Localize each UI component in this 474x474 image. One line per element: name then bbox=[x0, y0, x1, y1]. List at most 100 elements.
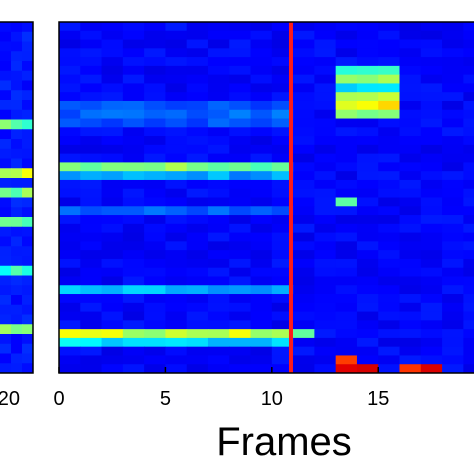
heatmap-cell bbox=[442, 48, 464, 58]
heatmap-cell bbox=[22, 324, 34, 335]
heatmap-cell bbox=[399, 39, 422, 49]
heatmap-cell bbox=[101, 171, 124, 181]
heatmap-cell bbox=[101, 162, 124, 172]
heatmap-cell bbox=[420, 30, 443, 41]
heatmap-cell bbox=[442, 364, 464, 374]
heatmap-cell bbox=[293, 267, 315, 277]
heatmap-cell bbox=[207, 92, 230, 102]
heatmap-cell bbox=[80, 39, 103, 49]
heatmap-cell bbox=[11, 324, 23, 335]
heatmap-cell bbox=[293, 302, 315, 313]
x-tick-label: 10 bbox=[261, 388, 283, 410]
heatmap-cell bbox=[101, 136, 124, 146]
heatmap-cell bbox=[101, 302, 124, 313]
heatmap-cell bbox=[229, 232, 252, 242]
heatmap-cell bbox=[271, 215, 294, 225]
heatmap-cell bbox=[11, 70, 23, 81]
heatmap-cell bbox=[80, 197, 103, 207]
heatmap-cell bbox=[463, 83, 474, 93]
heatmap-cell bbox=[250, 144, 273, 155]
heatmap-cell bbox=[250, 179, 273, 190]
heatmap-cell bbox=[442, 302, 464, 313]
heatmap-cell bbox=[463, 285, 474, 295]
heatmap-cell bbox=[22, 256, 34, 267]
heatmap-cell bbox=[207, 22, 230, 32]
heatmap-cell bbox=[442, 22, 464, 32]
heatmap-cell bbox=[22, 51, 34, 62]
heatmap-cell bbox=[59, 355, 81, 365]
heatmap-cell bbox=[186, 206, 209, 216]
heatmap-cell bbox=[271, 48, 294, 58]
heatmap-cell bbox=[463, 171, 474, 181]
heatmap-cell bbox=[314, 232, 337, 242]
heatmap-cell bbox=[314, 250, 337, 260]
heatmap-cell bbox=[59, 57, 81, 67]
heatmap-cell bbox=[80, 136, 103, 146]
heatmap-cell bbox=[80, 144, 103, 155]
heatmap-cell bbox=[335, 39, 358, 49]
heatmap-cell bbox=[314, 153, 337, 163]
heatmap-cell bbox=[80, 311, 103, 321]
heatmap-cell bbox=[144, 144, 166, 155]
heatmap-cell bbox=[229, 22, 252, 32]
heatmap-cell bbox=[59, 65, 81, 76]
heatmap-cell bbox=[356, 39, 379, 49]
heatmap-cell bbox=[101, 100, 124, 111]
heatmap-cell bbox=[0, 353, 12, 364]
heatmap-cell bbox=[80, 355, 103, 365]
heatmap-cell bbox=[293, 22, 315, 32]
heatmap-cell bbox=[144, 153, 166, 163]
heatmap-cell bbox=[229, 153, 252, 163]
heatmap-cell bbox=[59, 48, 81, 58]
heatmap-cell bbox=[207, 57, 230, 67]
heatmap-cell bbox=[420, 127, 443, 137]
heatmap-cell bbox=[165, 144, 188, 155]
heatmap-cell bbox=[186, 223, 209, 234]
heatmap-cell bbox=[378, 92, 401, 102]
heatmap-cell bbox=[101, 215, 124, 225]
heatmap-cell bbox=[378, 74, 401, 84]
heatmap-cell bbox=[80, 109, 103, 120]
heatmap-cell bbox=[314, 267, 337, 277]
heatmap-cell bbox=[399, 48, 422, 58]
heatmap-cell bbox=[293, 276, 315, 286]
heatmap-cell bbox=[271, 22, 294, 32]
heatmap-cell bbox=[335, 355, 358, 365]
heatmap-cell bbox=[165, 127, 188, 137]
heatmap-cell bbox=[271, 302, 294, 313]
heatmap-cell bbox=[399, 355, 422, 365]
heatmap-cell bbox=[229, 206, 252, 216]
heatmap-cell bbox=[122, 109, 145, 120]
heatmap-cell bbox=[207, 232, 230, 242]
heatmap-cell bbox=[122, 144, 145, 155]
heatmap-cell bbox=[122, 329, 145, 339]
heatmap-cell bbox=[442, 241, 464, 251]
heatmap-cell bbox=[293, 285, 315, 295]
heatmap-cell bbox=[11, 109, 23, 120]
heatmap-cell bbox=[122, 22, 145, 32]
heatmap-cell bbox=[122, 83, 145, 93]
heatmap-cell bbox=[165, 118, 188, 128]
heatmap-cell bbox=[271, 39, 294, 49]
heatmap-cell bbox=[356, 109, 379, 120]
heatmap-cell bbox=[186, 144, 209, 155]
heatmap-cell bbox=[399, 153, 422, 163]
heatmap-cell bbox=[80, 329, 103, 339]
heatmap-cell bbox=[165, 329, 188, 339]
heatmap-cell bbox=[186, 48, 209, 58]
heatmap-cell bbox=[250, 74, 273, 84]
x-tick-label: 5 bbox=[160, 388, 171, 410]
heatmap-cell bbox=[356, 144, 379, 155]
heatmap-cell bbox=[80, 30, 103, 41]
heatmap-cell bbox=[80, 206, 103, 216]
heatmap-cell bbox=[271, 179, 294, 190]
heatmap-cell bbox=[229, 92, 252, 102]
heatmap-cell bbox=[399, 267, 422, 277]
heatmap-cell bbox=[356, 364, 379, 374]
heatmap-cell bbox=[11, 256, 23, 267]
heatmap-cell bbox=[271, 294, 294, 304]
heatmap-cell bbox=[22, 100, 34, 111]
heatmap-cell bbox=[420, 197, 443, 207]
heatmap-cell bbox=[399, 136, 422, 146]
heatmap-cell bbox=[356, 127, 379, 137]
